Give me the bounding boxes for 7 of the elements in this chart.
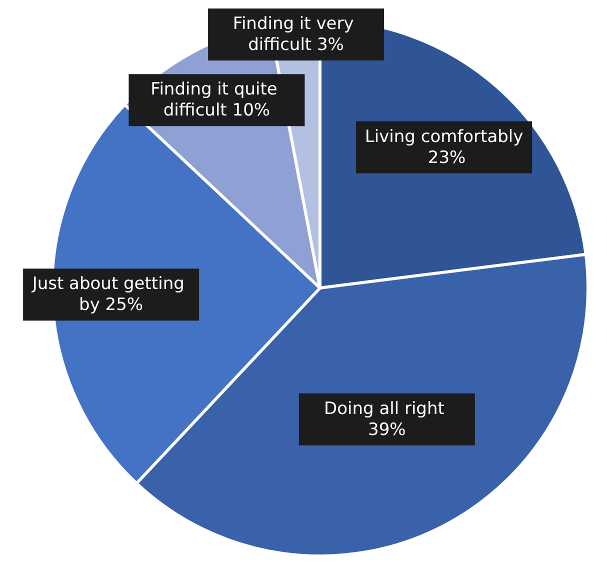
slice-label: Just about getting by 25% <box>31 274 190 316</box>
slice-label: Finding it quite difficult 10% <box>150 80 283 121</box>
data-label: 39% <box>368 420 406 440</box>
slice-label: Doing all right <box>324 398 450 419</box>
slice-label: Living comfortably <box>364 126 524 147</box>
data-label: 23% <box>422 148 466 168</box>
slice-label: Finding it very difficult 3% <box>232 14 360 56</box>
